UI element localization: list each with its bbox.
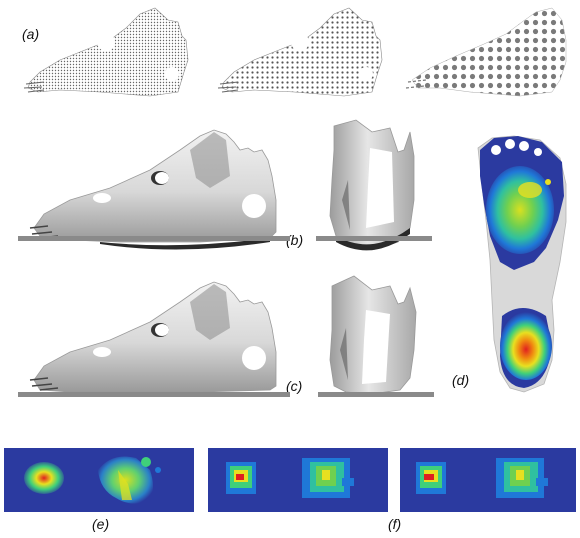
label-d: (d) bbox=[452, 372, 470, 388]
ground-plane-c-rear bbox=[318, 392, 434, 397]
label-e: (e) bbox=[92, 516, 110, 532]
mesh-foot-medium bbox=[217, 7, 383, 97]
label-a: (a) bbox=[22, 26, 40, 42]
mesh-foot-dense bbox=[23, 7, 189, 97]
ground-plane-b-side bbox=[18, 236, 290, 241]
label-f: (f) bbox=[388, 516, 402, 532]
ground-plane-b-rear bbox=[316, 236, 432, 241]
foot-side-view-b bbox=[29, 129, 277, 250]
foot-rear-view-c bbox=[329, 275, 417, 395]
pressure-map-e bbox=[4, 448, 194, 512]
label-b: (b) bbox=[286, 232, 304, 248]
plantar-pressure-foot-d bbox=[477, 135, 567, 393]
pressure-map-f-left bbox=[208, 448, 388, 512]
foot-side-view-c bbox=[29, 281, 277, 393]
label-c: (c) bbox=[286, 378, 303, 394]
ground-plane-c-side bbox=[18, 392, 290, 397]
mesh-foot-sparse bbox=[405, 7, 567, 97]
foot-rear-view-b bbox=[329, 119, 415, 251]
pressure-map-f-right bbox=[400, 448, 576, 512]
